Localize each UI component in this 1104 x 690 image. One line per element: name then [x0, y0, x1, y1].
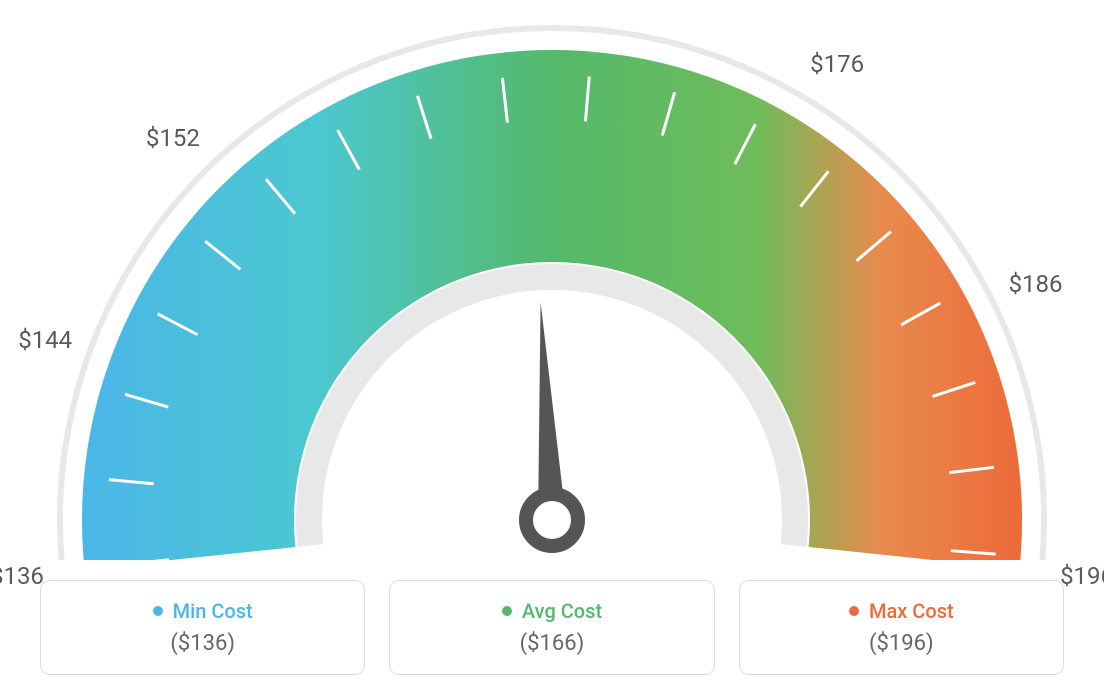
- legend-row: Min Cost ($136) Avg Cost ($166) Max Cost…: [0, 580, 1104, 675]
- gauge-tick-label: $136: [0, 562, 44, 590]
- legend-min-value: ($136): [53, 631, 352, 656]
- legend-min-card: Min Cost ($136): [40, 580, 365, 675]
- gauge-svg: [0, 0, 1104, 560]
- legend-avg-title: Avg Cost: [502, 599, 602, 623]
- dot-icon: [502, 606, 512, 616]
- legend-min-title: Min Cost: [153, 599, 253, 623]
- dot-icon: [153, 606, 163, 616]
- gauge-tick-label: $176: [810, 50, 864, 78]
- legend-avg-label: Avg Cost: [522, 599, 602, 623]
- legend-max-card: Max Cost ($196): [739, 580, 1064, 675]
- legend-avg-value: ($166): [402, 631, 701, 656]
- legend-avg-card: Avg Cost ($166): [389, 580, 714, 675]
- gauge-tick-label: $186: [1009, 270, 1063, 298]
- legend-max-value: ($196): [752, 631, 1051, 656]
- gauge-tick-label: $196: [1060, 562, 1104, 590]
- legend-min-label: Min Cost: [173, 599, 253, 623]
- legend-max-label: Max Cost: [869, 599, 954, 623]
- legend-max-title: Max Cost: [849, 599, 954, 623]
- dot-icon: [849, 606, 859, 616]
- gauge-tick-label: $152: [146, 124, 200, 152]
- cost-gauge: $136$144$152$166$176$186$196: [0, 0, 1104, 560]
- gauge-tick-label: $144: [18, 326, 72, 354]
